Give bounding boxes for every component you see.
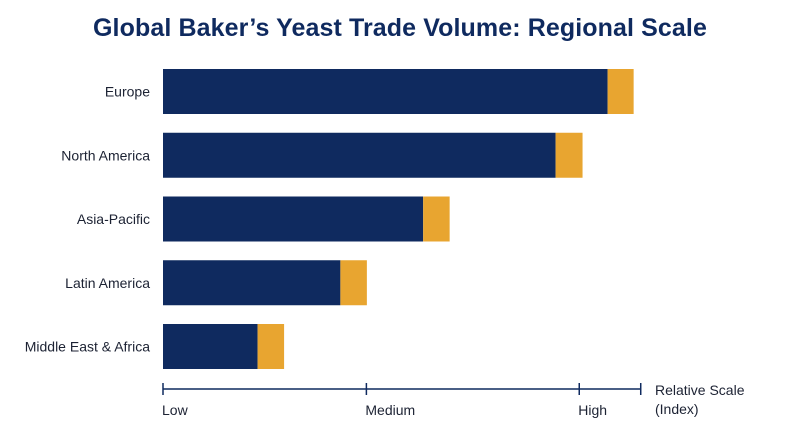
bar-segment-main [163,324,258,369]
x-tick-label: Low [162,402,189,418]
x-tick-label: Medium [365,402,415,418]
bar-segment-accent [257,324,285,369]
bar-segment-main [163,69,608,114]
bar-segment-main [163,196,424,242]
x-tick-label: High [578,402,607,418]
category-label: Europe [105,84,150,100]
bar-segment-accent [423,196,450,242]
bar-segment-main [163,260,341,306]
category-label: Asia-Pacific [77,211,150,227]
bar-segment-accent [555,132,583,178]
bar-segment-accent [607,69,634,114]
bar-segment-main [163,132,556,178]
chart-title: Global Baker’s Yeast Trade Volume: Regio… [93,14,707,42]
category-label: Latin America [65,275,150,291]
category-label: North America [61,147,150,163]
x-axis-title: Relative Scale (Index) [655,382,745,417]
category-label: Middle East & Africa [25,339,150,355]
bar-segment-accent [340,260,367,306]
